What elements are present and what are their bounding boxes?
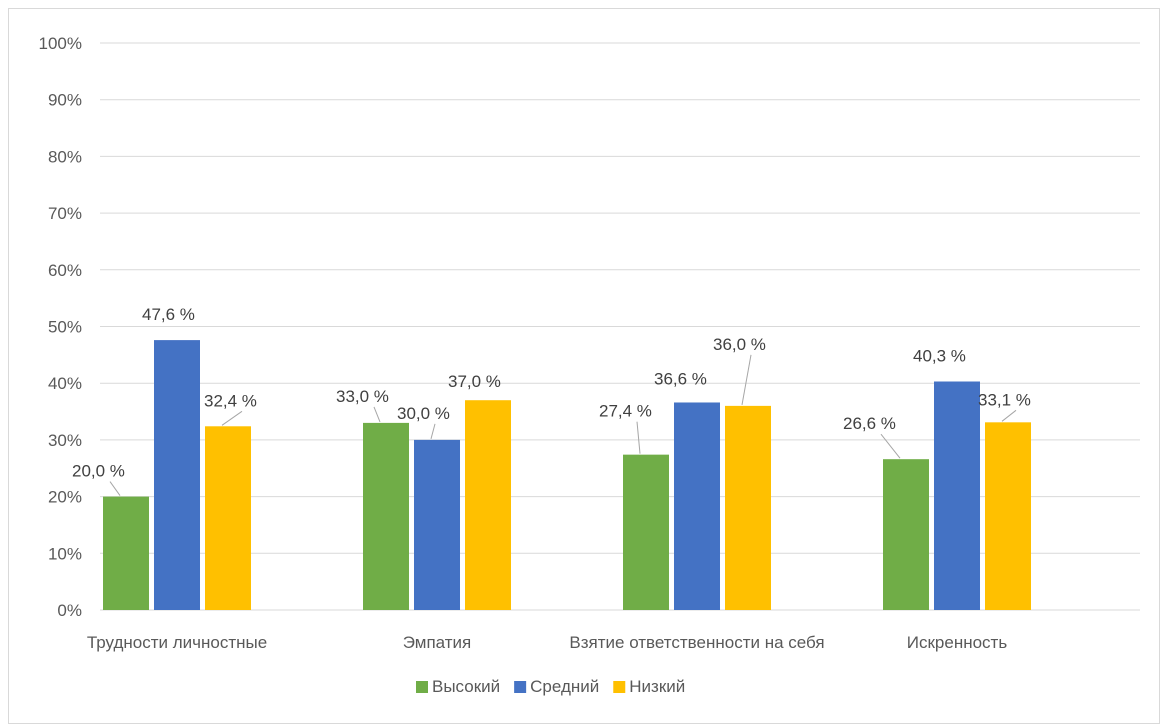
legend-swatch	[613, 681, 626, 693]
y-tick-label: 40%	[48, 374, 82, 393]
legend-swatch	[416, 681, 428, 693]
legend-label: Средний	[530, 677, 599, 696]
bar	[154, 340, 200, 610]
data-label-leader	[880, 433, 901, 459]
data-label-leader	[109, 481, 121, 496]
legend-label: Низкий	[629, 677, 685, 696]
data-label: 40,3 %	[913, 346, 966, 365]
data-label-leader	[741, 354, 752, 405]
legend-swatch	[514, 681, 527, 693]
bar	[985, 422, 1031, 610]
data-label: 33,0 %	[336, 387, 389, 406]
data-label: 20,0 %	[72, 462, 125, 481]
legend-label: Высокий	[432, 677, 500, 696]
data-label-leader	[221, 410, 243, 426]
y-tick-label: 90%	[48, 91, 82, 110]
bar	[725, 405, 771, 610]
x-category-label: Эмпатия	[403, 633, 472, 652]
bar	[465, 400, 511, 610]
bar	[623, 454, 669, 610]
y-tick-label: 20%	[48, 488, 82, 507]
data-label: 36,0 %	[713, 335, 766, 354]
y-tick-label: 60%	[48, 261, 82, 280]
y-tick-label: 70%	[48, 204, 82, 223]
data-label: 27,4 %	[599, 402, 652, 421]
data-label-leader	[430, 423, 436, 440]
data-label-leader	[373, 406, 381, 423]
x-category-label: Искренность	[907, 633, 1008, 652]
bar	[103, 496, 149, 610]
y-tick-label: 50%	[48, 318, 82, 337]
x-category-label: Трудности личностные	[87, 633, 267, 652]
data-label-leader	[1001, 409, 1017, 422]
y-tick-label: 30%	[48, 431, 82, 450]
y-tick-label: 100%	[39, 34, 82, 53]
y-tick-label: 10%	[48, 544, 82, 563]
data-label: 47,6 %	[142, 305, 195, 324]
bar	[414, 439, 460, 610]
y-tick-label: 80%	[48, 147, 82, 166]
data-label: 30,0 %	[397, 404, 450, 423]
y-tick-label: 0%	[57, 601, 82, 620]
bar	[934, 381, 980, 610]
bar	[205, 426, 251, 610]
data-label-leader	[636, 421, 641, 454]
bar	[674, 402, 720, 610]
data-label: 37,0 %	[448, 372, 501, 391]
data-label: 33,1 %	[978, 390, 1031, 409]
data-label: 26,6 %	[843, 414, 896, 433]
x-category-label: Взятие ответственности на себя	[569, 633, 824, 652]
data-label: 36,6 %	[654, 369, 707, 388]
data-label: 32,4 %	[204, 391, 257, 410]
bar	[883, 459, 929, 610]
bar	[363, 422, 409, 610]
